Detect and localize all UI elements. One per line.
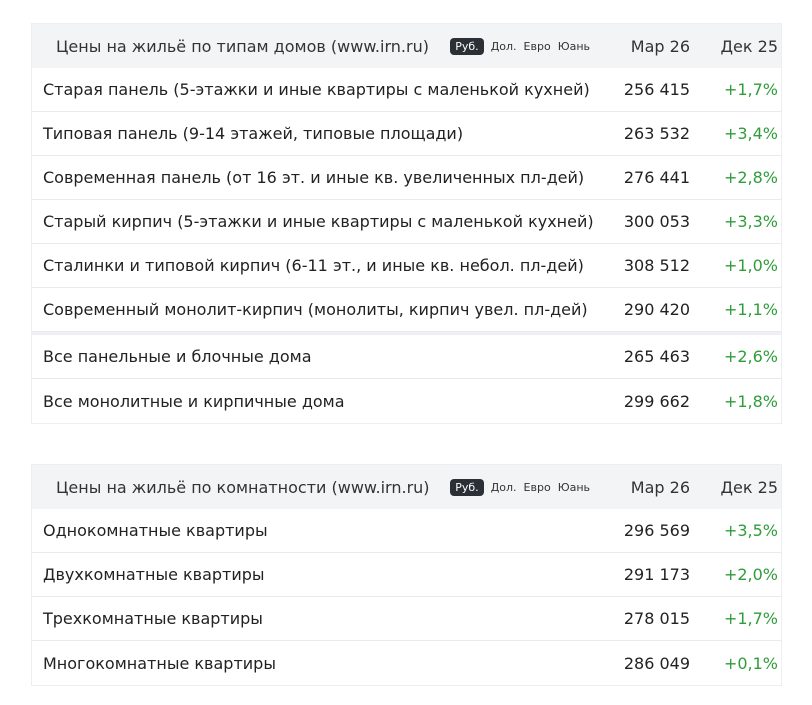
row-change: +0,1% — [723, 653, 778, 673]
table-row: Трехкомнатные квартиры 278 015 +1,7% — [32, 597, 781, 641]
row-value: 300 053 — [623, 212, 690, 231]
row-change: +2,6% — [723, 347, 778, 366]
column-header-value: Мар 26 — [630, 477, 690, 497]
currency-rub-button[interactable]: Руб. — [450, 37, 484, 55]
row-value: 286 049 — [623, 653, 690, 673]
row-change: +3,4% — [723, 124, 778, 143]
row-value: 256 415 — [623, 80, 690, 99]
table-header: Цены на жильё по комнатности (www.irn.ru… — [32, 465, 781, 509]
row-change: +1,0% — [723, 256, 778, 275]
table-title: Цены на жильё по комнатности (www.irn.ru… — [56, 477, 430, 497]
table-title-cell: Цены на жильё по комнатности (www.irn.ru… — [32, 478, 604, 497]
currency-usd-button[interactable]: Дол. — [490, 39, 517, 53]
table-row: Многокомнатные квартиры 286 049 +0,1% — [32, 641, 781, 685]
row-name: Старый кирпич (5-этажки и иные квартиры … — [43, 212, 594, 231]
row-value: 265 463 — [623, 347, 690, 366]
table-title: Цены на жильё по типам домов (www.irn.ru… — [56, 36, 429, 56]
currency-eur-button[interactable]: Евро — [523, 480, 551, 494]
row-value: 290 420 — [623, 300, 690, 319]
currency-switcher: Руб. Дол. Евро Юань — [450, 478, 590, 496]
row-name: Сталинки и типовой кирпич (6-11 эт., и и… — [43, 256, 584, 275]
house-type-price-table: Цены на жильё по типам домов (www.irn.ru… — [31, 23, 782, 424]
table-header: Цены на жильё по типам домов (www.irn.ru… — [32, 24, 781, 68]
row-name: Современная панель (от 16 эт. и иные кв.… — [43, 168, 585, 187]
table-row: Сталинки и типовой кирпич (6-11 эт., и и… — [32, 244, 781, 288]
column-header-change: Дек 25 — [720, 477, 778, 497]
currency-eur-button[interactable]: Евро — [523, 39, 551, 53]
row-value: 296 569 — [623, 521, 690, 540]
table-row: Современная панель (от 16 эт. и иные кв.… — [32, 156, 781, 200]
row-value: 263 532 — [623, 124, 690, 143]
row-name: Трехкомнатные квартиры — [43, 609, 263, 628]
row-change: +3,3% — [723, 212, 778, 231]
row-name: Старая панель (5-этажки и иные квартиры … — [43, 80, 590, 99]
table-row: Типовая панель (9-14 этажей, типовые пло… — [32, 112, 781, 156]
row-value: 278 015 — [623, 609, 690, 628]
currency-switcher: Руб. Дол. Евро Юань — [450, 37, 590, 55]
row-value: 291 173 — [623, 565, 690, 584]
column-header-value: Мар 26 — [630, 36, 690, 56]
row-name: Типовая панель (9-14 этажей, типовые пло… — [43, 124, 464, 143]
table-title-cell: Цены на жильё по типам домов (www.irn.ru… — [32, 37, 604, 56]
table-row: Старая панель (5-этажки и иные квартиры … — [32, 68, 781, 112]
currency-rub-button[interactable]: Руб. — [450, 478, 484, 496]
currency-cny-button[interactable]: Юань — [557, 39, 590, 53]
row-name: Двухкомнатные квартиры — [43, 565, 265, 584]
table-row-summary: Все панельные и блочные дома 265 463 +2,… — [32, 332, 781, 379]
row-value: 299 662 — [623, 391, 690, 411]
table-row: Старый кирпич (5-этажки и иные квартиры … — [32, 200, 781, 244]
row-name: Современный монолит-кирпич (монолиты, ки… — [43, 300, 588, 319]
row-change: +1,7% — [723, 80, 778, 99]
row-change: +2,0% — [723, 565, 778, 584]
currency-usd-button[interactable]: Дол. — [490, 480, 517, 494]
row-name: Однокомнатные квартиры — [43, 521, 268, 540]
table-row: Однокомнатные квартиры 296 569 +3,5% — [32, 509, 781, 553]
table-row: Двухкомнатные квартиры 291 173 +2,0% — [32, 553, 781, 597]
row-change: +1,8% — [723, 391, 778, 411]
table-row: Современный монолит-кирпич (монолиты, ки… — [32, 288, 781, 332]
row-change: +1,1% — [723, 300, 778, 319]
row-change: +1,7% — [723, 609, 778, 628]
column-header-change: Дек 25 — [720, 36, 778, 56]
room-count-price-table: Цены на жильё по комнатности (www.irn.ru… — [31, 464, 782, 686]
row-change: +2,8% — [723, 168, 778, 187]
row-value: 276 441 — [623, 168, 690, 187]
table-row-summary: Все монолитные и кирпичные дома 299 662 … — [32, 379, 781, 423]
row-name: Многокомнатные квартиры — [43, 653, 276, 673]
row-name: Все монолитные и кирпичные дома — [43, 391, 345, 411]
currency-cny-button[interactable]: Юань — [557, 480, 590, 494]
row-change: +3,5% — [723, 521, 778, 540]
row-name: Все панельные и блочные дома — [43, 347, 312, 366]
row-value: 308 512 — [623, 256, 690, 275]
